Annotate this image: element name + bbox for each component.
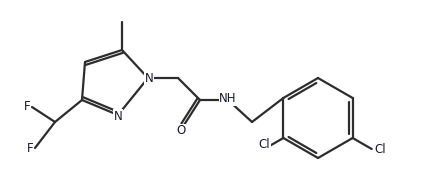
Text: N: N (144, 71, 153, 85)
Text: N: N (113, 110, 122, 123)
Text: F: F (23, 100, 30, 113)
Text: Cl: Cl (258, 138, 270, 150)
Text: NH: NH (219, 92, 236, 106)
Text: F: F (26, 142, 33, 155)
Text: O: O (176, 125, 185, 138)
Text: Cl: Cl (373, 142, 385, 155)
